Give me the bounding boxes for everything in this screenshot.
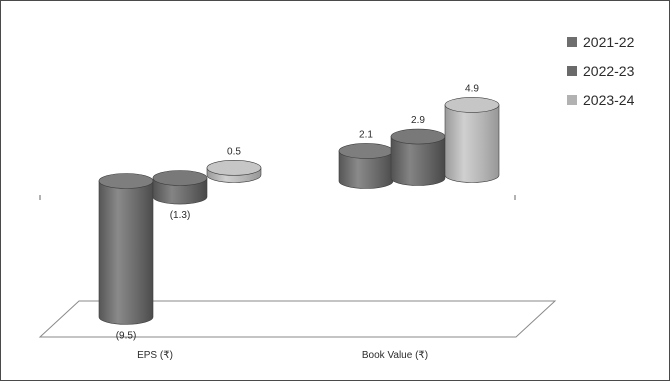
axis-ticks [39, 195, 516, 200]
legend-label-2021-22: 2021-22 [583, 34, 635, 50]
category-label-eps: EPS (₹) [137, 350, 173, 361]
data-label-2022-23-book-value: 2.9 [411, 115, 425, 126]
data-label-2023-24-eps: 0.5 [227, 146, 241, 157]
bar-2023-24-book-value [444, 97, 500, 183]
legend-label-2022-23: 2022-23 [583, 63, 635, 79]
bars-layer [98, 97, 500, 325]
legend: 2021-22 2022-23 2023-24 [567, 34, 635, 108]
bar-2022-23-eps [152, 170, 208, 205]
data-label-2021-22-eps: (9.5) [116, 330, 137, 341]
bar-2021-22-book-value [338, 143, 394, 189]
bar-2022-23-book-value [390, 128, 446, 186]
plot-floor [38, 300, 557, 338]
data-labels-layer: (9.5) 2.1 (1.3) 2.9 0.5 4.9 [116, 83, 480, 341]
data-label-2022-23-eps: (1.3) [170, 210, 191, 221]
legend-swatch-2022-23 [567, 66, 577, 76]
data-label-2023-24-book-value: 4.9 [465, 83, 479, 94]
legend-swatch-2023-24 [567, 95, 577, 105]
legend-swatch-2021-22 [567, 37, 577, 47]
bar-2023-24-eps [206, 160, 262, 183]
data-label-2021-22-book-value: 2.1 [359, 129, 373, 140]
legend-label-2023-24: 2023-24 [583, 92, 635, 108]
category-label-book-value: Book Value (₹) [362, 350, 428, 361]
bar-2021-22-eps [98, 173, 154, 325]
